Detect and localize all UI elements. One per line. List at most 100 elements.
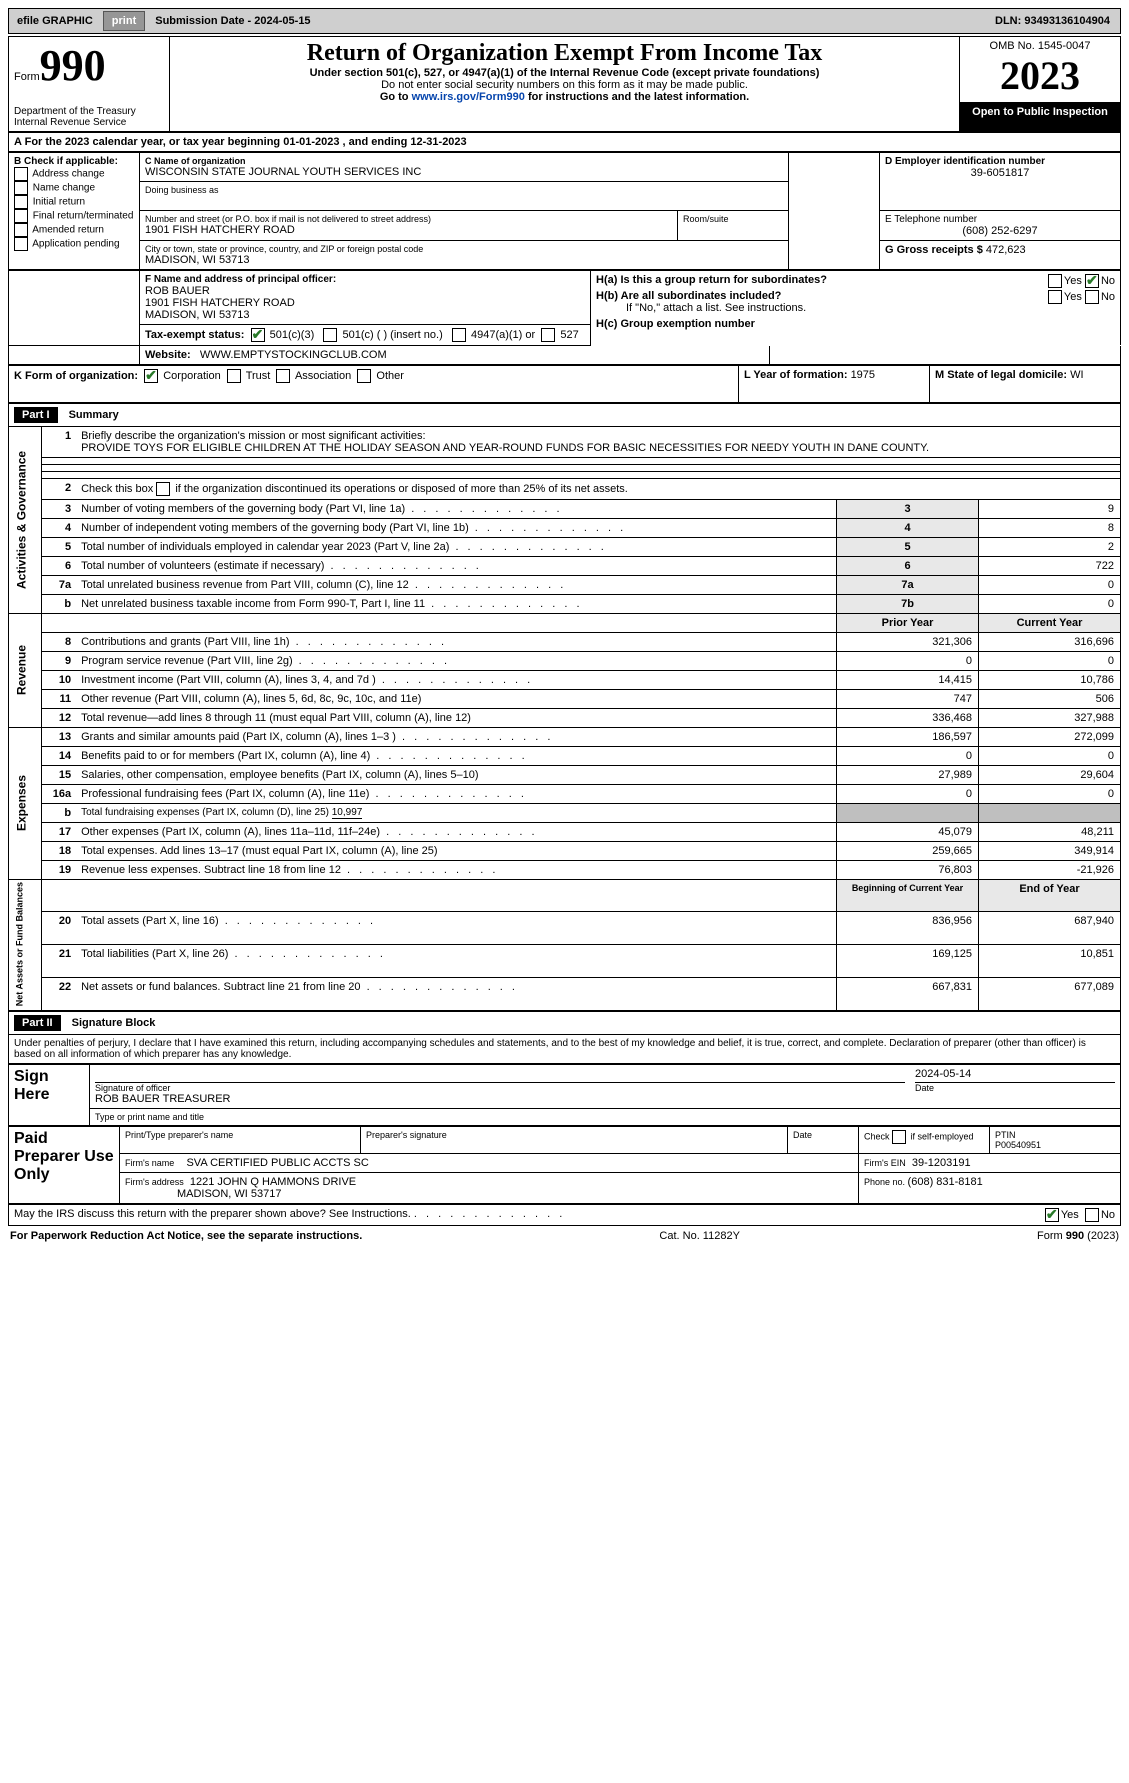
col-beg: Beginning of Current Year (837, 879, 979, 912)
officer-addr1: 1901 FISH HATCHERY ROAD (145, 297, 585, 309)
exp-row-17: 17 Other expenses (Part IX, column (A), … (9, 822, 1121, 841)
ck-hb-no[interactable] (1085, 290, 1099, 304)
ck-527[interactable] (541, 328, 555, 342)
ck-hb-yes[interactable] (1048, 290, 1062, 304)
dln-lbl: DLN: (995, 15, 1024, 27)
ck-assoc[interactable] (276, 369, 290, 383)
rev-row-12: 12 Total revenue—add lines 8 through 11 … (9, 708, 1121, 727)
firm-name: SVA CERTIFIED PUBLIC ACCTS SC (186, 1157, 368, 1169)
h-b: H(b) Are all subordinates included? Yes … (596, 290, 1115, 302)
sub3-suffix: for instructions and the latest informat… (525, 91, 749, 103)
a-begin: 01-01-2023 (283, 136, 339, 148)
ck-4947[interactable] (452, 328, 466, 342)
ck-ha-yes[interactable] (1048, 274, 1062, 288)
form-title: Return of Organization Exempt From Incom… (175, 40, 954, 67)
prep-name-lbl: Print/Type preparer's name (120, 1126, 361, 1153)
ptin: P00540951 (995, 1140, 1115, 1150)
rev-row-8: 8 Contributions and grants (Part VIII, l… (9, 632, 1121, 651)
cat-no: Cat. No. 11282Y (659, 1230, 740, 1242)
form-sub2: Do not enter social security numbers on … (175, 79, 954, 91)
col-curr: Current Year (979, 613, 1121, 632)
dba-label: Doing business as (145, 185, 783, 195)
firm-addr1: 1221 JOHN Q HAMMONS DRIVE (190, 1176, 356, 1188)
irs-link[interactable]: www.irs.gov/Form990 (412, 91, 525, 103)
firm-addr-lbl: Firm's address (125, 1177, 184, 1187)
ck-initial[interactable] (14, 195, 28, 209)
section-a: A For the 2023 calendar year, or tax yea… (8, 132, 1121, 152)
klm-block: K Form of organization: Corporation Trus… (8, 365, 1121, 403)
rev-row-11: 11 Other revenue (Part VIII, column (A),… (9, 689, 1121, 708)
part-ii: Part II Signature Block Under penalties … (8, 1011, 1121, 1064)
ck-self-emp[interactable] (892, 1130, 906, 1144)
prep-date-lbl: Date (788, 1126, 859, 1153)
a-mid: , and ending (343, 136, 411, 148)
discuss: May the IRS discuss this return with the… (14, 1208, 411, 1220)
omb-label: OMB No. (990, 40, 1038, 52)
h-b-note: If "No," attach a list. See instructions… (626, 302, 1115, 314)
exp-row-b: b Total fundraising expenses (Part IX, c… (9, 803, 1121, 822)
officer-block: F Name and address of principal officer:… (8, 270, 1121, 346)
declaration: Under penalties of perjury, I declare th… (9, 1034, 1121, 1063)
b-opt-initial: Initial return (14, 195, 134, 209)
ag-row-5: 5 Total number of individuals employed i… (9, 537, 1121, 556)
ck-trust[interactable] (227, 369, 241, 383)
sub-date: 2024-05-15 (254, 15, 310, 27)
rev-row-9: 9 Program service revenue (Part VIII, li… (9, 651, 1121, 670)
f-label: F Name and address of principal officer: (145, 274, 585, 285)
sign-here-block: Sign Here Signature of officer ROB BAUER… (8, 1064, 1121, 1126)
ck-discuss-no[interactable] (1085, 1208, 1099, 1222)
ag-row-3: 3 Number of voting members of the govern… (9, 499, 1121, 518)
exp-row-13: Expenses 13 Grants and similar amounts p… (9, 727, 1121, 746)
ck-corp[interactable] (144, 369, 158, 383)
e-label: E Telephone number (885, 214, 1115, 225)
ck-final[interactable] (14, 209, 28, 223)
b-label: B Check if applicable: (14, 156, 134, 167)
ln1-no: 1 (42, 426, 77, 457)
state-domicile: WI (1070, 369, 1083, 381)
ck-ha-no[interactable] (1085, 274, 1099, 288)
i-label: Tax-exempt status: (145, 328, 244, 340)
k-label: K Form of organization: (14, 369, 138, 381)
ein: 39-6051817 (885, 167, 1115, 179)
ag-row-7a: 7a Total unrelated business revenue from… (9, 575, 1121, 594)
side-na: Net Assets or Fund Balances (9, 879, 42, 1010)
part-ii-hdr: Part II (14, 1015, 61, 1031)
dept-treasury: Department of the Treasury Internal Reve… (9, 103, 170, 132)
year-formation: 1975 (851, 369, 875, 381)
sign-here: Sign Here (9, 1064, 90, 1125)
mission: PROVIDE TOYS FOR ELIGIBLE CHILDREN AT TH… (81, 442, 1115, 454)
open-inspection: Open to Public Inspection (960, 103, 1121, 132)
ck-discontinued[interactable] (156, 482, 170, 496)
form-ref: Form 990 (2023) (1037, 1230, 1119, 1242)
part-ii-title: Signature Block (64, 1017, 156, 1029)
a-end: 12-31-2023 (410, 136, 466, 148)
na-row-21: 21 Total liabilities (Part X, line 26) 1… (9, 945, 1121, 978)
ck-discuss-yes[interactable] (1045, 1208, 1059, 1222)
org-name: WISCONSIN STATE JOURNAL YOUTH SERVICES I… (145, 166, 783, 178)
side-ag: Activities & Governance (9, 426, 42, 613)
print-button[interactable]: print (103, 11, 145, 31)
firm-ein: 39-1203191 (912, 1157, 971, 1169)
form-header: Form990 Return of Organization Exempt Fr… (8, 36, 1121, 132)
fundraising-total: 10,997 (332, 807, 363, 819)
phone: (608) 252-6297 (885, 225, 1115, 237)
ln2-no: 2 (42, 478, 77, 499)
exp-row-14: 14 Benefits paid to or for members (Part… (9, 746, 1121, 765)
website: WWW.EMPTYSTOCKINGCLUB.COM (200, 349, 387, 361)
type-name-lbl: Type or print name and title (90, 1108, 1121, 1125)
ck-501c[interactable] (323, 328, 337, 342)
ck-address-change[interactable] (14, 167, 28, 181)
ck-other[interactable] (357, 369, 371, 383)
phone-lbl: Phone no. (864, 1177, 908, 1187)
part-i: Part I Summary Activities & Governance 1… (8, 403, 1121, 1011)
col-prior: Prior Year (837, 613, 979, 632)
ck-501c3[interactable] (251, 328, 265, 342)
entity-block: B Check if applicable: Address change Na… (8, 152, 1121, 270)
b-opt-name: Name change (14, 181, 134, 195)
ck-name-change[interactable] (14, 181, 28, 195)
h-a: H(a) Is this a group return for subordin… (596, 274, 1115, 286)
form-sub3: Go to www.irs.gov/Form990 for instructio… (175, 91, 954, 103)
addr-label: Number and street (or P.O. box if mail i… (145, 214, 672, 224)
ck-amended[interactable] (14, 223, 28, 237)
ck-pending[interactable] (14, 237, 28, 251)
